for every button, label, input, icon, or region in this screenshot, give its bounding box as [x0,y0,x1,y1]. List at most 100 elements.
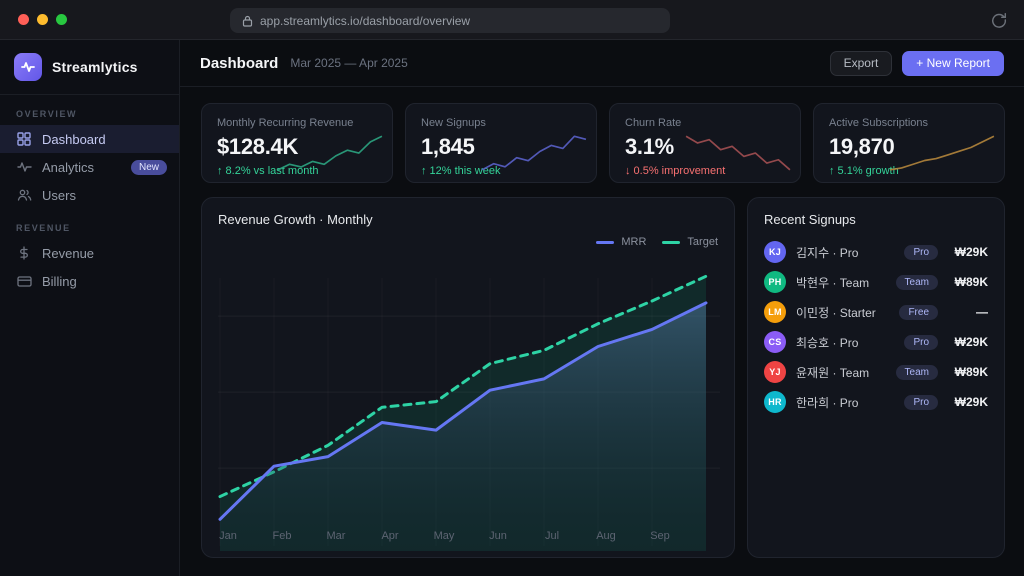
kpi-row: Monthly Recurring Revenue $128.4K ↑ 8.2%… [201,103,1005,183]
sparkline-chart [684,130,792,174]
svg-text:Sep: Sep [650,530,670,542]
pulse-icon [16,159,32,175]
sidebar-item-label: Analytics [42,160,94,175]
signup-amount: ₩89K [948,365,988,379]
page-title: Dashboard [200,55,278,72]
avatar: CS [764,331,786,353]
signup-name: 한라희 · Pro [796,394,894,411]
signup-row[interactable]: CS 최승호 · Pro Pro ₩29K [764,331,988,353]
signup-amount: ₩29K [948,245,988,259]
signup-amount: — [948,305,988,319]
kpi-card-new-signups: New Signups 1,845 ↑ 12% this week [405,103,597,183]
target-swatch [662,241,680,244]
plan-badge: Pro [904,245,938,260]
legend-item-target: Target [662,236,718,248]
minimize-window-button[interactable] [37,14,48,25]
svg-text:Jun: Jun [489,530,507,542]
address-bar[interactable]: app.streamlytics.io/dashboard/overview [230,8,670,33]
signup-row[interactable]: YJ 윤재원 · Team Team ₩89K [764,361,988,383]
lock-icon [242,15,253,27]
sparkline-chart [276,130,384,174]
reload-icon[interactable] [990,11,1008,29]
date-range: Mar 2025 — Apr 2025 [290,56,407,70]
signup-name: 박현우 · Team [796,274,886,291]
signup-row[interactable]: PH 박현우 · Team Team ₩89K [764,271,988,293]
sidebar-item-label: Users [42,188,76,203]
svg-text:Jan: Jan [219,530,237,542]
export-button[interactable]: Export [830,51,893,76]
svg-text:Aug: Aug [596,530,616,542]
brand: Streamlytics [0,40,179,95]
plan-badge: Team [896,365,938,380]
svg-text:May: May [434,530,455,542]
plan-badge: Team [896,275,938,290]
signups-list: KJ 김지수 · Pro Pro ₩29K PH 박현우 · Team Team ₩89K LM… [764,241,988,413]
sidebar-item-revenue[interactable]: Revenue [0,239,179,267]
recent-signups-card: Recent Signups KJ김지수 · ProPro₩29KPH박현우 ·… [747,197,1005,558]
sidebar-item-billing[interactable]: Billing [0,267,179,295]
kpi-card-churn-rate: Churn Rate 3.1% ↓ 0.5% improvement [609,103,801,183]
maximize-window-button[interactable] [56,14,67,25]
close-window-button[interactable] [18,14,29,25]
users-icon [16,187,32,203]
svg-text:Apr: Apr [381,530,398,542]
streamlytics-logo-icon [14,53,42,81]
chart-legend: MRR Target [596,236,718,248]
avatar: PH [764,271,786,293]
plan-badge: Pro [904,395,938,410]
kpi-card-mrr: Monthly Recurring Revenue $128.4K ↑ 8.2%… [201,103,393,183]
page-header: Dashboard Mar 2025 — Apr 2025 Export + N… [180,40,1024,87]
section-label-overview: OVERVIEW [0,95,179,125]
new-report-button[interactable]: + New Report [902,51,1004,76]
credit-card-icon [16,273,32,289]
signup-row[interactable]: LM 이민정 · Starter Free — [764,301,988,323]
sidebar-item-analytics[interactable]: Analytics New [0,153,179,181]
sparkline-chart [480,130,588,174]
plan-badge: Free [899,305,938,320]
sidebar-item-label: Billing [42,274,77,289]
signup-row[interactable]: KJ 김지수 · Pro Pro ₩29K [764,241,988,263]
avatar: YJ [764,361,786,383]
url-text: app.streamlytics.io/dashboard/overview [260,14,470,28]
mrr-swatch [596,241,614,244]
legend-label: MRR [621,236,646,248]
kpi-title: Active Subscriptions [829,117,989,129]
sidebar: Streamlytics OVERVIEW Dashboard Analytic… [0,40,180,576]
new-badge: New [131,160,167,175]
kpi-title: Monthly Recurring Revenue [217,117,377,129]
signup-row[interactable]: HR 한라희 · Pro Pro ₩29K [764,391,988,413]
grid-icon [16,131,32,147]
sidebar-item-label: Revenue [42,246,94,261]
kpi-title: Churn Rate [625,117,785,129]
brand-name: Streamlytics [52,59,138,75]
signup-amount: ₩29K [948,335,988,349]
sidebar-item-dashboard[interactable]: Dashboard [0,125,179,153]
revenue-growth-chart-card: Revenue Growth · Monthly MRR Target JanF… [201,197,735,558]
chart-title: Revenue Growth · Monthly [218,212,718,227]
kpi-card-active-subscriptions: Active Subscriptions 19,870 ↑ 5.1% growt… [813,103,1005,183]
svg-text:Mar: Mar [327,530,346,542]
avatar: LM [764,301,786,323]
svg-text:Jul: Jul [545,530,559,542]
signup-amount: ₩89K [948,275,988,289]
signup-amount: ₩29K [948,395,988,409]
signup-name: 윤재원 · Team [796,364,886,381]
avatar: HR [764,391,786,413]
signup-name: 이민정 · Starter [796,304,889,321]
sparkline-chart [888,130,996,174]
legend-label: Target [687,236,718,248]
section-label-revenue: REVENUE [0,209,179,239]
signup-name: 최승호 · Pro [796,334,894,351]
avatar: KJ [764,241,786,263]
browser-chrome: app.streamlytics.io/dashboard/overview [0,0,1024,40]
legend-item-mrr: MRR [596,236,646,248]
dollar-icon [16,245,32,261]
kpi-title: New Signups [421,117,581,129]
plan-badge: Pro [904,335,938,350]
window-controls [18,14,67,25]
signup-name: 김지수 · Pro [796,244,894,261]
sidebar-item-label: Dashboard [42,132,106,147]
sidebar-item-users[interactable]: Users [0,181,179,209]
line-chart: JanFebMarAprMayJunJulAugSep [218,258,720,551]
main-content: Monthly Recurring Revenue $128.4K ↑ 8.2%… [180,87,1024,576]
